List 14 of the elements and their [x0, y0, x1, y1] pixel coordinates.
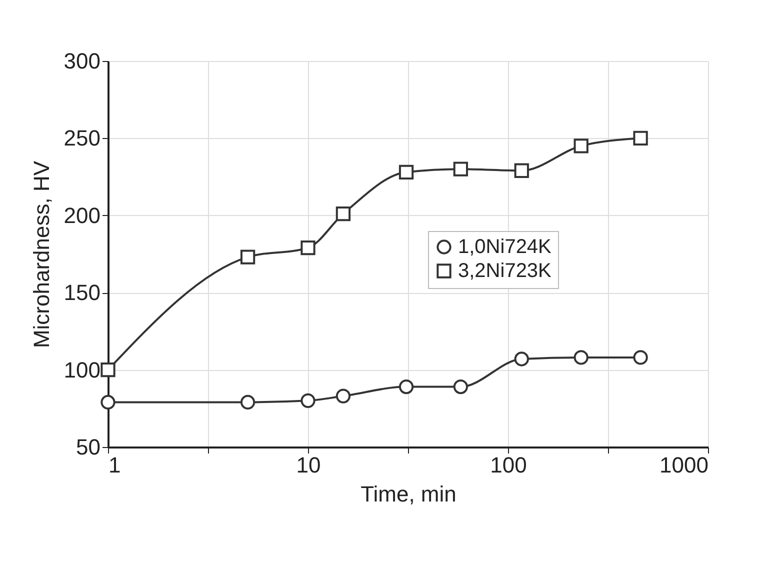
y-tick-label: 200 — [64, 202, 100, 228]
y-tick-label: 250 — [64, 126, 100, 151]
x-tick-label: 1000 — [660, 452, 708, 478]
x-tick-label: 100 — [490, 452, 527, 478]
legend-label: 1,0Ni724K — [458, 236, 552, 258]
y-tick-label: 100 — [64, 357, 100, 382]
x-tick-label: 1 — [108, 452, 121, 478]
y-tick-label: 50 — [76, 434, 100, 460]
legend-label: 3,2Ni723K — [458, 260, 552, 282]
x-axis-title: Time, min — [360, 482, 456, 506]
y-axis-title: Microhardness, HV — [28, 160, 54, 348]
x-tick-label: 10 — [296, 452, 321, 478]
y-tick-label: 300 — [64, 48, 100, 74]
y-tick-label: 150 — [64, 280, 100, 306]
